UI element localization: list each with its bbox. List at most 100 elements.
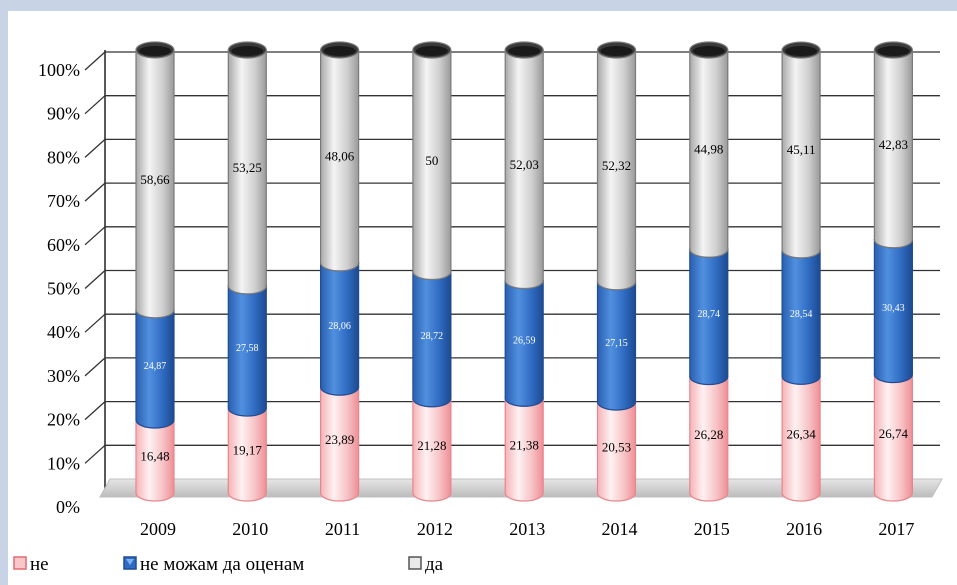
x-tick-label: 2015	[694, 519, 730, 539]
x-tick-label: 2013	[509, 519, 545, 539]
bar-segment: 42,83	[873, 41, 914, 249]
bar-не-2009	[135, 419, 175, 502]
bar-да-2013	[504, 49, 544, 290]
bar-не-можам-да-оценам-2009	[135, 309, 175, 429]
data-label: 26,74	[879, 426, 909, 441]
data-label: 53,25	[233, 160, 262, 175]
bar-не-2013	[504, 397, 544, 502]
bar-segment: 27,15	[596, 273, 637, 411]
bar-да-2011	[320, 49, 360, 272]
bar-да-2012	[412, 49, 452, 281]
data-label: 26,28	[694, 427, 723, 442]
bar-не-можам-да-оценам-2017	[873, 239, 913, 384]
bar-да-2015	[689, 49, 729, 258]
data-label: 45,11	[787, 142, 816, 157]
data-label: 30,43	[882, 303, 905, 314]
bar-top-inner	[139, 45, 171, 56]
gridline-depth	[84, 401, 106, 421]
bar-не-2011	[320, 386, 360, 502]
bar-segment: 26,74	[873, 365, 914, 502]
gridline-depth	[84, 226, 106, 246]
bar-segment: 52,32	[596, 41, 637, 291]
y-tick-label: 100%	[38, 60, 80, 80]
gridline-depth	[84, 357, 106, 377]
data-label: 44,98	[694, 142, 723, 157]
bar-не-можам-да-оценам-2013	[504, 279, 544, 407]
bar-не-можам-да-оценам-2016	[781, 249, 821, 385]
bar-segment: 21,38	[504, 389, 544, 502]
x-tick-label: 2012	[417, 519, 453, 539]
bar-не-можам-да-оценам-2012	[412, 270, 452, 408]
legend-item: да	[408, 554, 444, 575]
bar-segment: 28,74	[689, 240, 729, 386]
gridline-depth	[84, 313, 106, 333]
bar-segment: 23,89	[320, 378, 360, 502]
bar-segment: 52,03	[504, 41, 544, 290]
x-tick-label: 2011	[325, 519, 360, 539]
data-label: 24,87	[144, 361, 167, 372]
data-label: 21,28	[417, 438, 446, 453]
gridline-depth	[84, 270, 106, 289]
bar-segment: 48,06	[320, 41, 360, 272]
bar-да-2016	[781, 49, 821, 259]
gridline-depth	[84, 138, 106, 158]
bar-segment: 45,11	[781, 41, 821, 259]
legend-item: не	[13, 554, 49, 575]
data-label: 52,32	[602, 158, 631, 173]
legend-swatch-highlight	[126, 559, 134, 565]
bar-segment: 26,34	[781, 367, 821, 502]
bar-top-inner	[600, 46, 633, 56]
bar-top-inner	[231, 46, 264, 56]
legend-swatch	[408, 556, 422, 570]
bar-не-можам-да-оценам-2011	[320, 262, 360, 396]
gridline-depth	[84, 182, 106, 202]
bar-не-можам-да-оценам-2010	[227, 285, 267, 417]
y-tick-label: 0%	[56, 497, 80, 517]
y-tick-label: 30%	[47, 366, 80, 386]
gridline-depth	[84, 51, 106, 71]
legend-swatch	[13, 556, 27, 570]
data-label: 48,06	[325, 148, 355, 163]
data-label: 26,59	[513, 335, 536, 346]
bar-segment: 28,54	[781, 241, 821, 385]
y-tick-label: 10%	[47, 453, 80, 473]
data-label: 50	[425, 153, 438, 168]
bar-top-inner	[415, 46, 448, 56]
x-tick-label: 2009	[140, 519, 176, 539]
bar-не-2015	[689, 375, 729, 502]
bar-segment: 58,66	[135, 41, 175, 319]
y-tick-label: 60%	[47, 235, 80, 255]
y-tick-label: 70%	[47, 191, 80, 211]
gridline-depth	[84, 444, 106, 464]
bar-segment: 30,43	[873, 231, 914, 384]
bar-segment: 44,98	[689, 41, 729, 258]
bar-не-2012	[412, 398, 452, 502]
legend-item: не можам да оценам	[123, 554, 304, 575]
data-label: 28,06	[328, 321, 351, 332]
bar-не-2014	[596, 401, 637, 502]
bar-да-2014	[596, 49, 637, 291]
bar-segment: 24,87	[135, 301, 175, 429]
y-tick-label: 80%	[47, 147, 80, 167]
bar-да-2010	[227, 49, 267, 295]
bar-top-inner	[692, 46, 725, 56]
data-label: 52,03	[510, 157, 539, 172]
bar-не-можам-да-оценам-2015	[689, 248, 729, 386]
legend-label: не можам да оценам	[140, 554, 304, 575]
data-label: 26,34	[786, 427, 816, 442]
bar-не-2010	[227, 407, 267, 502]
x-tick-label: 2010	[232, 519, 268, 539]
bar-top-inner	[877, 46, 910, 56]
data-label: 27,58	[236, 343, 259, 354]
bar-segment: 28,72	[412, 262, 452, 408]
legend-label: не	[30, 554, 49, 575]
gridline-depth	[84, 95, 106, 115]
y-tick-label: 40%	[47, 322, 80, 342]
x-tick-label: 2016	[786, 519, 822, 539]
bar-segment: 28,06	[320, 254, 360, 396]
bar-top-inner	[323, 45, 356, 56]
bar-segment: 53,25	[227, 41, 267, 295]
data-label: 20,53	[602, 440, 631, 455]
data-label: 28,74	[698, 309, 721, 320]
